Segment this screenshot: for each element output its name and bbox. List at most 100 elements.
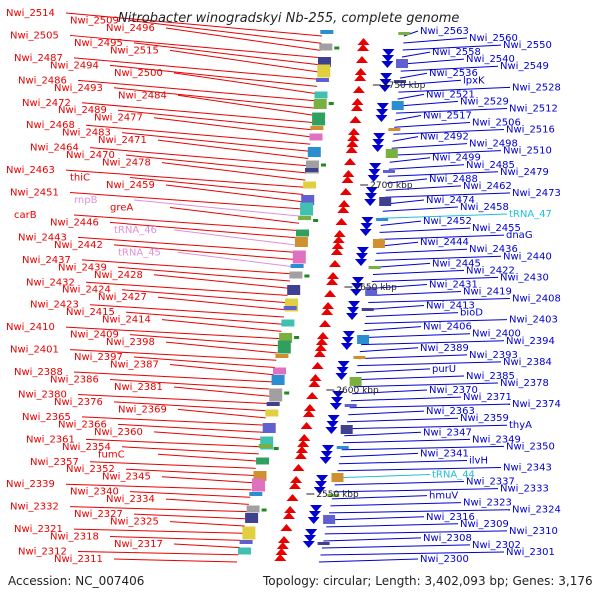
- gene-label: Nwi_2400: [472, 329, 521, 340]
- feature-block: [385, 149, 398, 158]
- gene-label: Nwi_2397: [74, 352, 123, 363]
- leader-line: [133, 42, 320, 66]
- scale-label: 2650 kbp: [354, 283, 397, 293]
- gene-label: Nwi_2381: [114, 382, 163, 393]
- feature-block: [303, 181, 317, 189]
- feature-block: [309, 133, 323, 141]
- forward-gene-arrow: [315, 338, 328, 345]
- feature-block: [283, 306, 297, 310]
- leader-line: [324, 530, 508, 535]
- feature-block: [317, 542, 330, 545]
- feature-block: [391, 101, 404, 110]
- feature-block: [331, 473, 344, 482]
- leader-line: [109, 378, 272, 390]
- feature-block: [296, 229, 309, 237]
- leader-line: [397, 93, 425, 100]
- leader-line: [125, 311, 283, 325]
- leader-line: [177, 408, 266, 419]
- feature-block: [301, 195, 315, 205]
- leader-line: [371, 276, 499, 282]
- reverse-gene-arrow: [381, 61, 394, 68]
- leader-line: [77, 551, 239, 556]
- forward-gene-arrow: [303, 404, 316, 411]
- gene-label: Nwi_2440: [503, 251, 552, 262]
- leader-line: [334, 481, 465, 486]
- feature-block: [314, 91, 328, 99]
- feature-block: [320, 30, 334, 34]
- gene-label: Nwi_2408: [512, 294, 561, 305]
- feature-block: [261, 508, 267, 512]
- forward-gene-arrow: [308, 380, 321, 387]
- reverse-gene-arrow: [354, 259, 367, 266]
- leader-line: [403, 37, 468, 44]
- leader-line: [129, 334, 279, 347]
- gene-label: Nwi_2343: [503, 462, 552, 473]
- reverse-gene-arrow: [360, 223, 373, 230]
- reverse-gene-arrow: [302, 541, 315, 548]
- leader-line: [121, 132, 310, 152]
- gene-label: Nwi_2334: [106, 494, 155, 505]
- leader-line: [320, 551, 505, 556]
- gene-label: Nwi_2455: [472, 223, 521, 234]
- feature-block: [383, 170, 395, 173]
- gene-label: Nwi_2389: [420, 343, 469, 354]
- leader-line: [73, 371, 273, 383]
- reverse-gene-arrow: [329, 403, 342, 410]
- gene-label: Nwi_2499: [432, 153, 481, 164]
- gene-label: Nwi_2384: [503, 357, 552, 368]
- reverse-gene-arrow: [320, 451, 333, 458]
- leader-line: [396, 100, 459, 107]
- feature-block: [298, 216, 312, 220]
- scale-label: 2600 kbp: [336, 386, 379, 396]
- feature-block: [318, 57, 331, 67]
- gene-label: Nwi_2312: [18, 547, 67, 558]
- reverse-gene-arrow: [356, 247, 369, 254]
- leader-line: [153, 274, 289, 289]
- gene-label: tRNA_44: [432, 470, 475, 481]
- leader-line: [391, 143, 468, 149]
- gene-label: Nwi_2550: [503, 40, 552, 51]
- leader-line: [395, 114, 422, 121]
- feature-block: [372, 239, 385, 248]
- leader-line: [321, 544, 471, 549]
- feature-block: [313, 219, 319, 222]
- leader-line: [69, 349, 277, 361]
- leader-line: [161, 476, 254, 484]
- reverse-gene-arrow: [350, 289, 363, 296]
- gene-label: Nwi_2406: [423, 322, 472, 333]
- leader-line: [380, 220, 422, 226]
- leader-line: [326, 523, 459, 528]
- leader-line: [365, 312, 459, 317]
- gene-label: Nwi_2514: [6, 8, 55, 19]
- leader-line: [385, 185, 462, 191]
- feature-block: [365, 287, 378, 296]
- gene-label: Nwi_2563: [420, 26, 469, 37]
- gene-label: Nwi_2369: [118, 404, 167, 415]
- gene-label: Nwi_2339: [6, 479, 55, 490]
- gene-label: Nwi_2510: [503, 146, 552, 157]
- gene-label: Nwi_2308: [423, 533, 472, 544]
- reverse-gene-arrow: [378, 85, 391, 92]
- forward-gene-arrow: [288, 482, 301, 489]
- gene-label: hmuV: [429, 491, 458, 502]
- forward-gene-arrow: [274, 554, 287, 561]
- leader-line: [361, 340, 505, 346]
- leader-line: [81, 259, 292, 275]
- leader-line: [399, 72, 428, 79]
- feature-block: [323, 515, 336, 524]
- feature-block: [317, 64, 331, 78]
- gene-label: Nwi_2432: [26, 277, 75, 288]
- leader-line: [330, 502, 462, 507]
- forward-gene-arrow: [327, 272, 340, 279]
- gene-label: tRNA_47: [509, 209, 552, 220]
- gene-label: Nwi_2370: [429, 385, 478, 396]
- gene-label: Nwi_2445: [432, 258, 481, 269]
- leader-line: [318, 558, 419, 563]
- leader-line: [390, 150, 502, 156]
- gene-label: Nwi_2536: [429, 68, 478, 79]
- reverse-gene-arrow: [308, 511, 321, 518]
- leader-line: [161, 319, 282, 332]
- leader-line: [329, 509, 511, 514]
- leader-line: [89, 147, 308, 167]
- gene-label: Nwi_2357: [30, 457, 79, 468]
